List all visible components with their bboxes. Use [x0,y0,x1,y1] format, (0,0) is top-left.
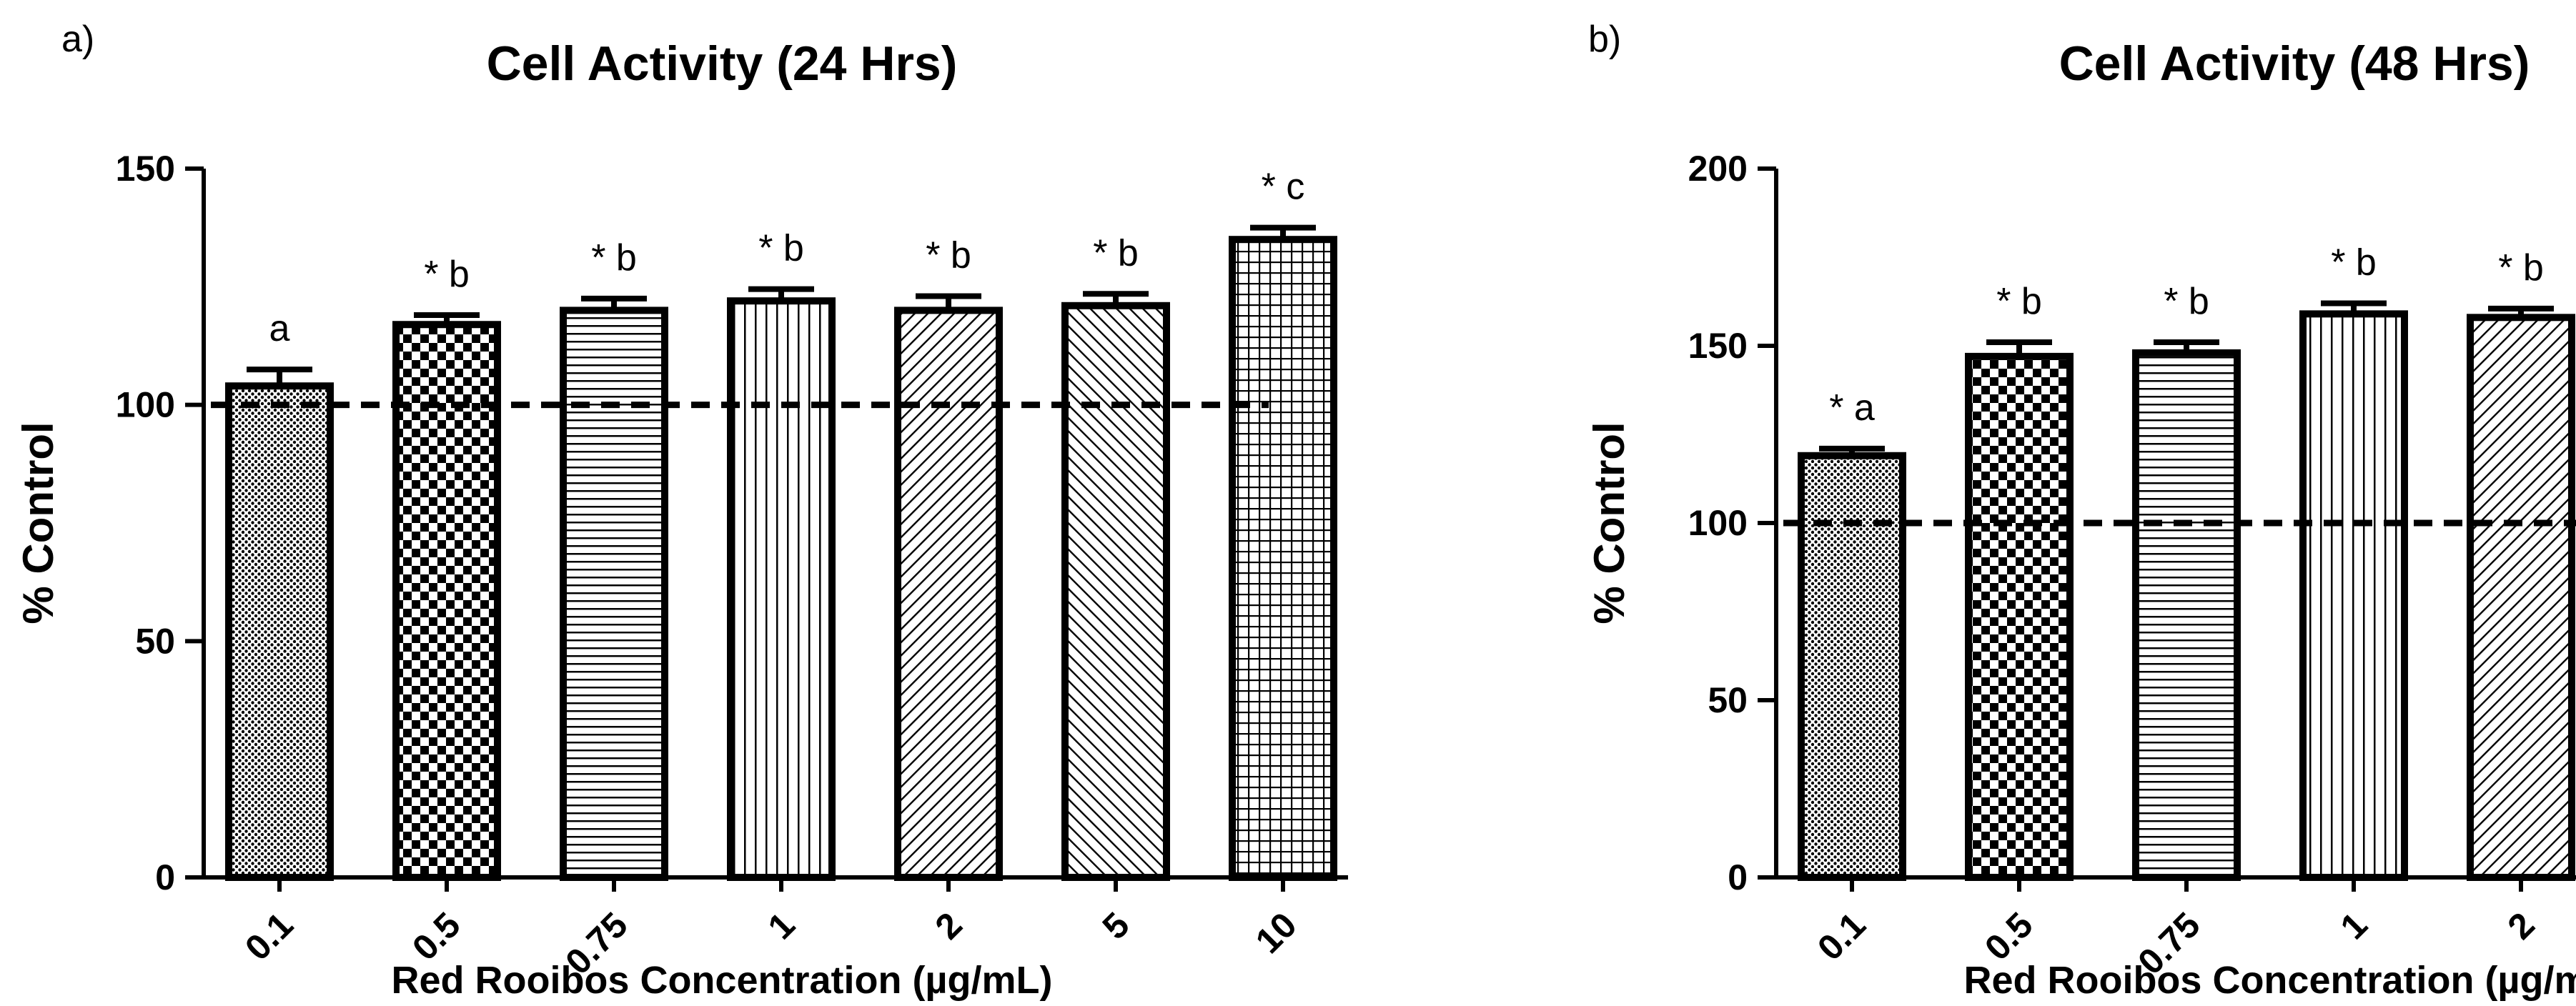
y-axis-label: % Control [1585,422,1633,624]
y-axis-label: % Control [14,422,62,624]
bar [894,307,1003,881]
x-tick-label: 1 [2333,905,2375,947]
significance-label: a [269,308,290,349]
y-tick-label: 150 [1688,326,1748,366]
x-tick-label: 5 [1095,905,1137,947]
y-tick-label: 50 [135,621,175,661]
panel-letter: b) [1588,19,1621,60]
x-tick-label: 1 [761,905,803,947]
x-tick-label: 0.1 [1810,905,1873,968]
bar [392,321,501,881]
x-tick-label: 10 [1248,905,1304,961]
significance-label: * c [1262,166,1305,208]
chart-panel-1: a) Cell Activity (24 Hrs) % Control a 0.1 * b… [14,19,1348,1002]
x-tick-label: 0.1 [237,905,301,968]
significance-label: * b [2498,247,2544,289]
significance-label: * b [926,235,971,277]
significance-label: * a [1829,387,1875,429]
x-axis-label: Red Rooibos Concentration (µg/mL) [1963,959,2576,1002]
bar [2467,314,2575,881]
significance-label: * b [1093,232,1139,274]
x-tick-label: 2 [2500,905,2542,947]
y-tick-label: 100 [1688,503,1748,543]
bar [225,382,334,881]
chart-title: Cell Activity (48 Hrs) [2059,36,2530,91]
significance-label: * b [424,254,470,295]
significance-label: * b [758,228,804,269]
x-axis-label: Red Rooibos Concentration (µg/mL) [391,959,1052,1002]
bar [1798,452,1906,881]
bar [1965,352,2074,881]
y-tick-label: 100 [116,385,175,425]
chart-panel-2: b) Cell Activity (48 Hrs) % Control * a 0.1 *… [1585,19,2576,1002]
y-tick-label: 0 [1728,857,1748,897]
x-tick-label: 2 [928,905,970,947]
significance-label: * b [2164,281,2209,322]
bar [1061,302,1170,881]
y-tick-label: 200 [1688,149,1748,189]
y-tick-label: 50 [1708,680,1748,720]
y-tick-label: 150 [116,149,175,189]
bar [2299,310,2408,881]
bar [1229,236,1337,881]
bar [2132,349,2241,882]
panel-letter: a) [61,19,94,60]
significance-label: * b [2331,241,2377,283]
significance-label: * b [591,237,637,279]
y-tick-label: 0 [155,857,175,897]
chart-title: Cell Activity (24 Hrs) [487,36,958,91]
bar [560,307,668,881]
bar [727,297,836,881]
significance-label: * b [1996,281,2042,322]
